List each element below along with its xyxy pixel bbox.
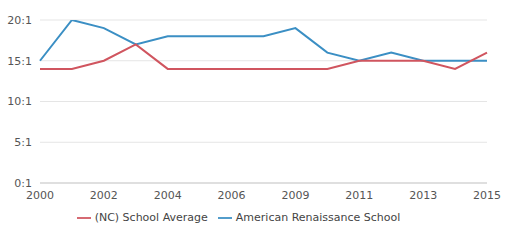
svg-text:2004: 2004 xyxy=(154,189,182,202)
svg-text:15:1: 15:1 xyxy=(8,55,32,68)
svg-text:2011: 2011 xyxy=(345,189,373,202)
svg-text:2015: 2015 xyxy=(473,189,501,202)
html-text:(NC) School Average: (NC) School Average xyxy=(94,211,208,224)
html-text:American Renaissance School: American Renaissance School xyxy=(235,211,401,224)
svg-text:2000: 2000 xyxy=(26,189,54,202)
svg-text:2006: 2006 xyxy=(218,189,246,202)
svg-text:0:1: 0:1 xyxy=(14,177,32,190)
svg-text:2013: 2013 xyxy=(409,189,437,202)
svg-text:2002: 2002 xyxy=(90,189,118,202)
svg-text:5:1: 5:1 xyxy=(14,136,32,149)
svg-text:10:1: 10:1 xyxy=(8,95,32,108)
svg-text:2009: 2009 xyxy=(281,189,309,202)
svg-text:20:1: 20:1 xyxy=(8,14,32,27)
